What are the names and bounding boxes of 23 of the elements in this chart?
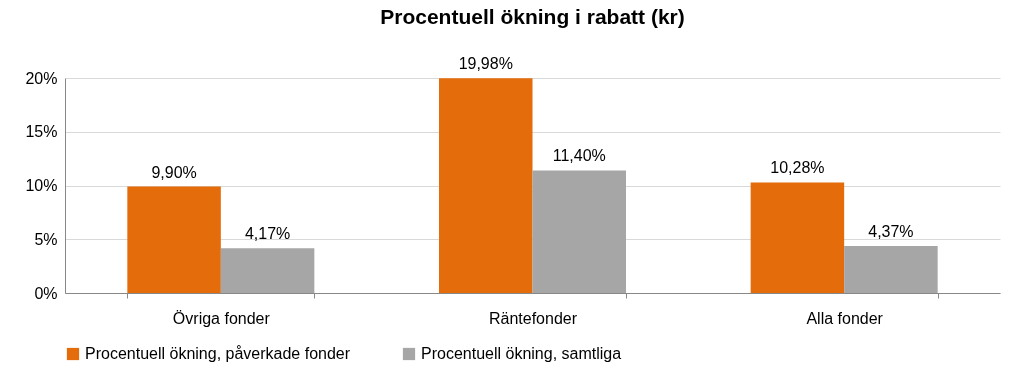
data-label: 11,40% [552, 147, 606, 165]
bar [220, 248, 315, 293]
legend-label: Procentuell ökning, påverkade fonder [85, 345, 351, 362]
data-label: 19,98% [458, 55, 513, 73]
y-tick-label: 0% [34, 284, 58, 302]
data-label: 4,17% [244, 225, 291, 243]
bar [750, 182, 845, 293]
x-tick-label: Räntefonder [488, 309, 578, 327]
bar [844, 246, 938, 293]
y-tick-label: 15% [25, 123, 58, 141]
legend-label: Procentuell ökning, samtliga [421, 345, 622, 362]
y-tick-label: 20% [25, 69, 58, 87]
data-label: 9,90% [151, 163, 197, 181]
bar [127, 186, 221, 293]
y-tick-label: 10% [25, 177, 58, 194]
data-label: 4,37% [868, 223, 914, 241]
chart-title: Procentuell ökning i rabatt (kr) [380, 5, 685, 29]
x-tick-label: Alla fonder [806, 309, 884, 327]
bar [532, 170, 626, 293]
y-tick-label: 5% [34, 230, 58, 248]
data-label: 10,28% [770, 159, 825, 177]
bar [439, 78, 533, 293]
x-tick-label: Övriga fonder [172, 309, 271, 327]
